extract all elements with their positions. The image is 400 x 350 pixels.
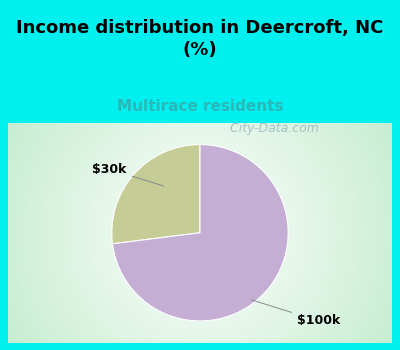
Wedge shape <box>112 145 288 321</box>
Text: City-Data.com: City-Data.com <box>226 122 319 135</box>
Text: Multirace residents: Multirace residents <box>117 99 283 114</box>
Wedge shape <box>112 145 200 244</box>
Text: $100k: $100k <box>251 300 340 328</box>
Text: $30k: $30k <box>92 163 164 186</box>
Text: Income distribution in Deercroft, NC
(%): Income distribution in Deercroft, NC (%) <box>16 19 384 59</box>
